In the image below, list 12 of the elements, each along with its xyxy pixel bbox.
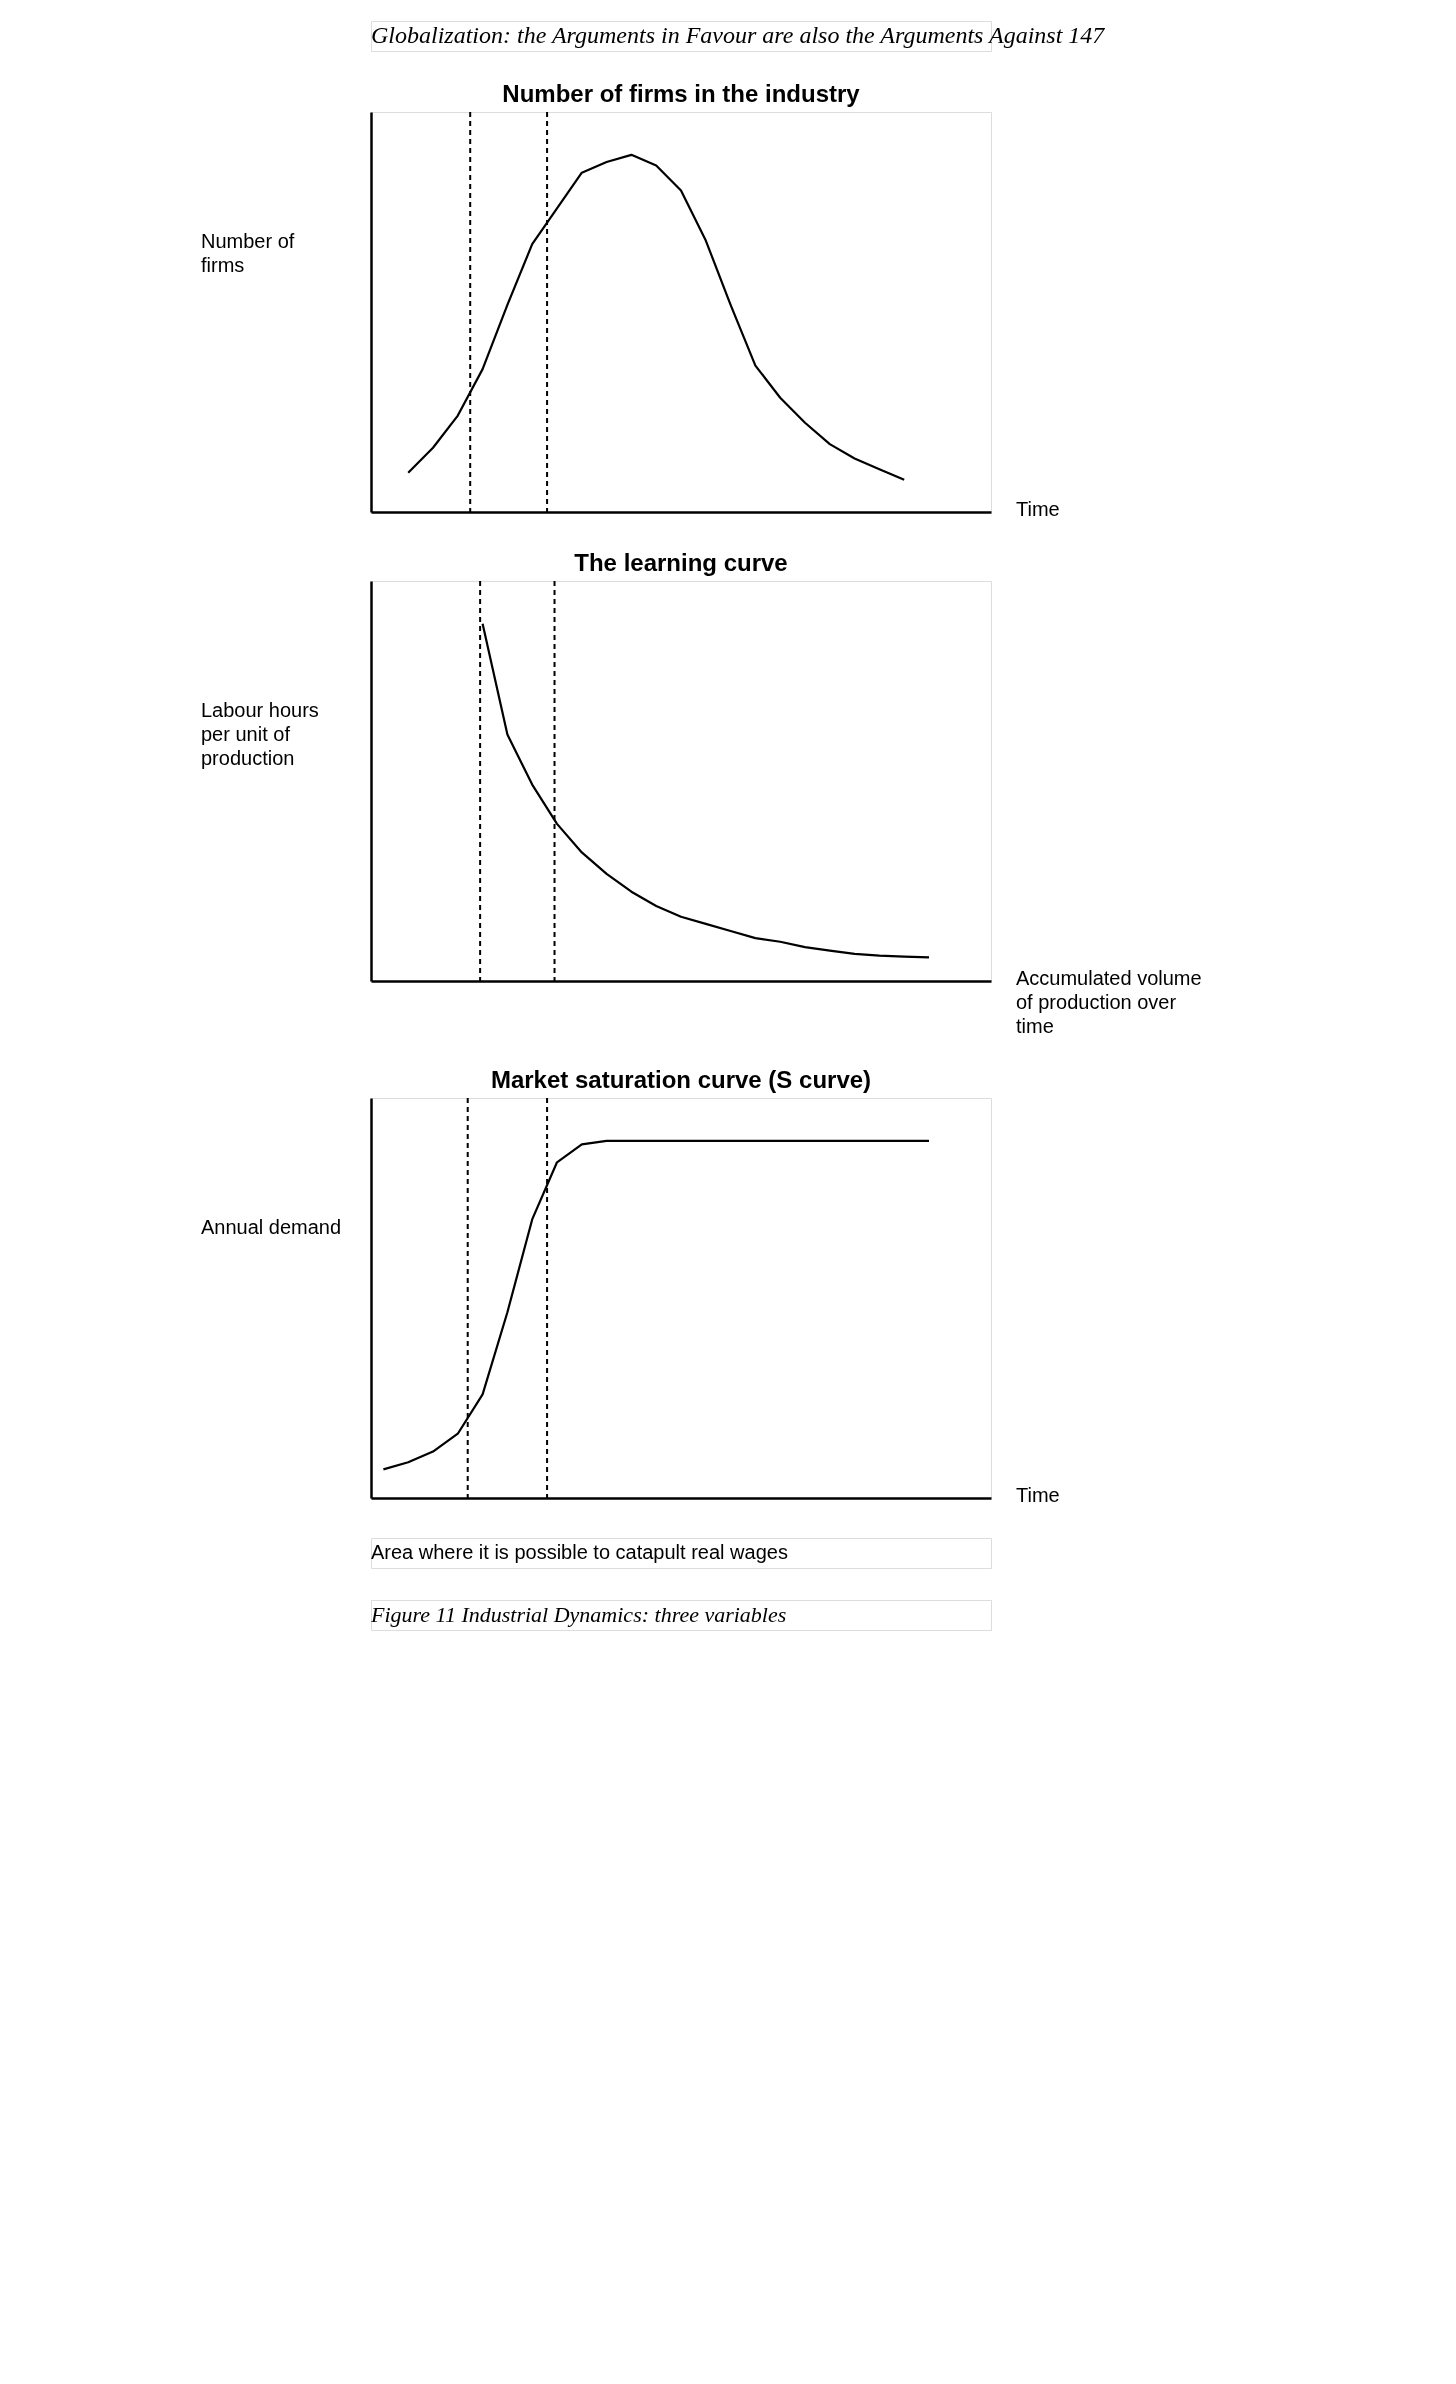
x-axis-title: Time [1016,498,1060,520]
y-axis-title: Number of firms [201,230,295,276]
y-axis-title: Labour hours per unit of production [201,699,319,769]
x-axis-title: Time [1016,1484,1060,1506]
text: Globalization: the Arguments in Favour are also the Arguments Against 147 [371,22,1106,48]
text: Area where it is possible to catapult real wages [371,1541,788,1563]
chart-title: The learning curve [574,549,788,576]
x-axis-title: Accumulated volume of production over time [1016,967,1202,1037]
chart-title: Number of firms in the industry [502,80,861,107]
y-axis-title: Annual demand [201,1216,342,1238]
caption: Figure 11 Industrial Dynamics: three variables [370,1602,787,1627]
chart-title: Market saturation curve (S curve) [490,1066,872,1093]
